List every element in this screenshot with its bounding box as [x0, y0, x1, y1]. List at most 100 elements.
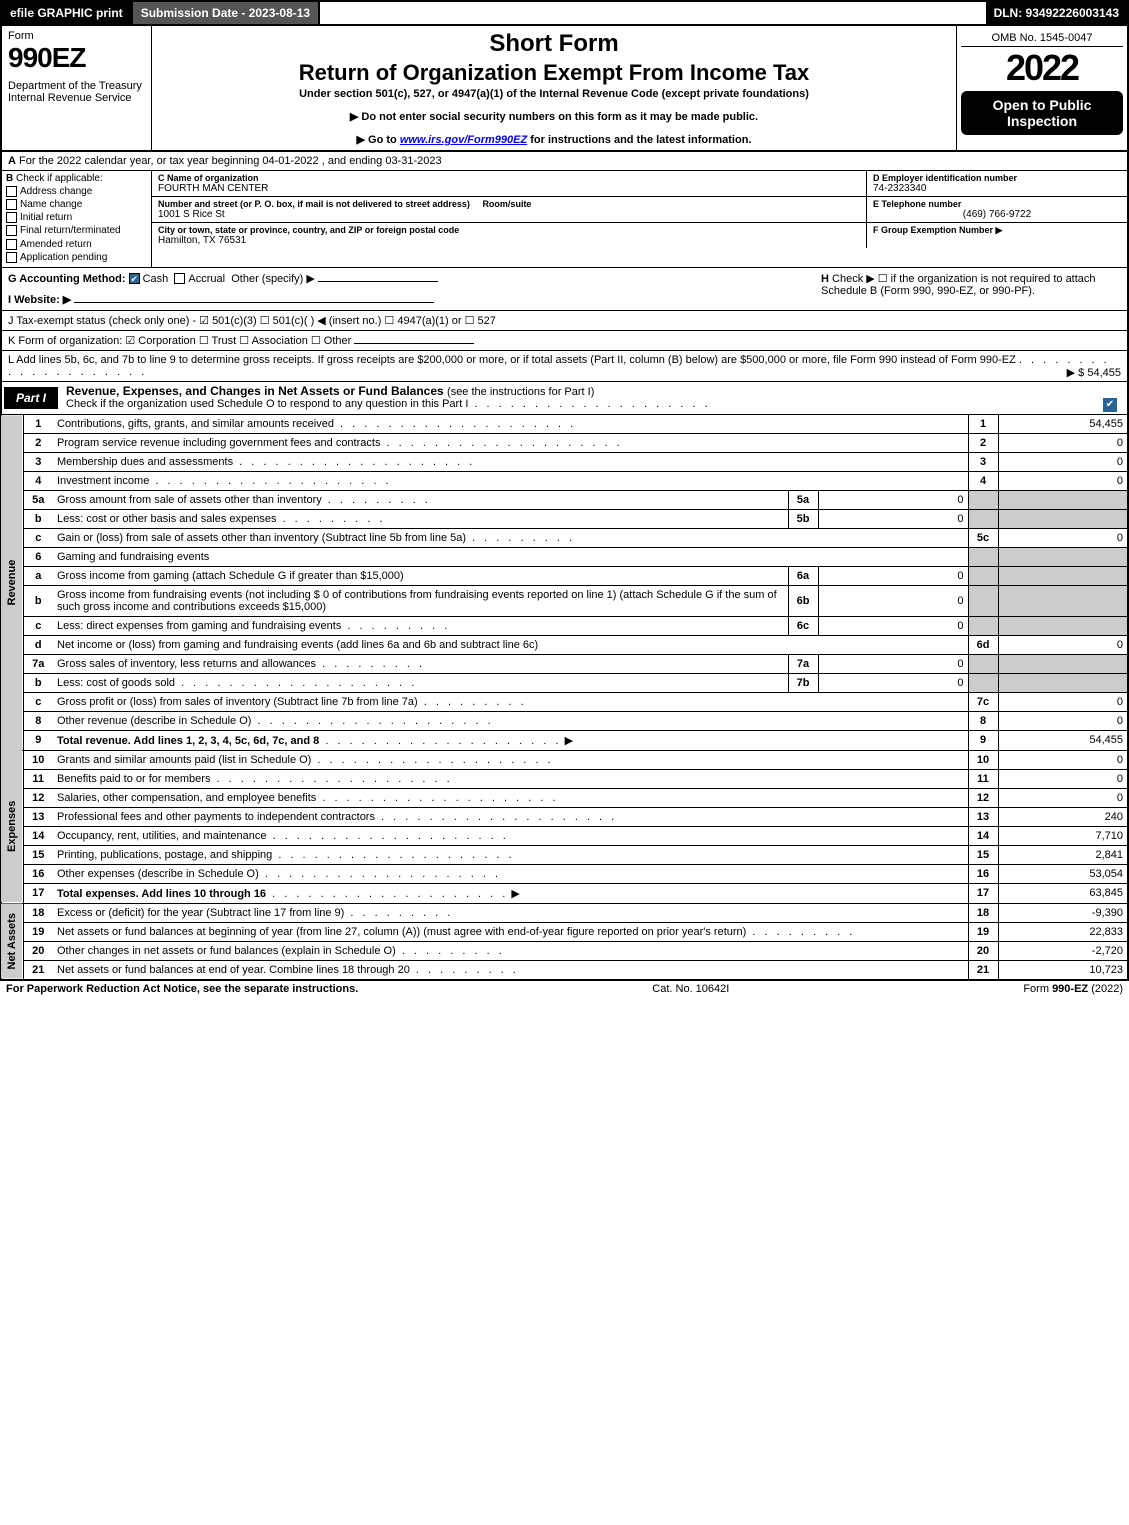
website-input[interactable] [74, 302, 434, 303]
row-5b: b Less: cost or other basis and sales ex… [1, 509, 1128, 528]
row-4: 4 Investment income 4 0 [1, 471, 1128, 490]
instructions-pre: ▶ Go to [357, 134, 400, 146]
l13-no: 13 [23, 807, 53, 826]
chk-address-change[interactable] [6, 186, 17, 197]
l21-no: 21 [23, 960, 53, 980]
l2-rno: 2 [968, 433, 998, 452]
l19-no: 19 [23, 922, 53, 941]
l16-desc: Other expenses (describe in Schedule O) [57, 868, 259, 880]
l1-val: 54,455 [998, 415, 1128, 434]
top-bar: efile GRAPHIC print Submission Date - 20… [0, 0, 1129, 26]
omb-number: OMB No. 1545-0047 [961, 30, 1123, 47]
org-city: Hamilton, TX 76531 [158, 235, 860, 246]
cell-c-name: C Name of organization FOURTH MAN CENTER [152, 171, 867, 196]
row-21: 21 Net assets or fund balances at end of… [1, 960, 1128, 980]
l17-no: 17 [23, 883, 53, 903]
tel: (469) 766-9722 [873, 209, 1121, 220]
row-14: 14 Occupancy, rent, utilities, and maint… [1, 826, 1128, 845]
k-other-input[interactable] [354, 343, 474, 344]
l6a-val [998, 566, 1128, 585]
chk-initial-return[interactable] [6, 212, 17, 223]
l9-rno: 9 [968, 730, 998, 750]
irs-link[interactable]: www.irs.gov/Form990EZ [400, 134, 527, 146]
row-12: 12 Salaries, other compensation, and emp… [1, 788, 1128, 807]
l4-rno: 4 [968, 471, 998, 490]
l3-desc: Membership dues and assessments [57, 456, 233, 468]
open-to-public: Open to Public Inspection [961, 91, 1123, 135]
chk-cash[interactable] [129, 273, 140, 284]
l10-rno: 10 [968, 750, 998, 769]
l7b-no: b [23, 673, 53, 692]
g-other-input[interactable] [318, 281, 438, 282]
l8-rno: 8 [968, 711, 998, 730]
l5c-rno: 5c [968, 528, 998, 547]
col-cdef: C Name of organization FOURTH MAN CENTER… [152, 171, 1127, 267]
l5b-val [998, 509, 1128, 528]
part-i-table: Revenue 1 Contributions, gifts, grants, … [0, 415, 1129, 981]
l9-val: 54,455 [998, 730, 1128, 750]
row-20: 20 Other changes in net assets or fund b… [1, 941, 1128, 960]
c-addr-lbl: Number and street (or P. O. box, if mail… [158, 199, 470, 209]
l15-rno: 15 [968, 845, 998, 864]
l10-no: 10 [23, 750, 53, 769]
chk-application-pending[interactable] [6, 252, 17, 263]
row-6c: c Less: direct expenses from gaming and … [1, 616, 1128, 635]
l6a-sval: 0 [818, 566, 968, 585]
i-label: I Website: ▶ [8, 294, 71, 306]
l7a-desc: Gross sales of inventory, less returns a… [57, 658, 316, 670]
l7b-rno [968, 673, 998, 692]
k-text: K Form of organization: ☑ Corporation ☐ … [8, 335, 351, 347]
row-17: 17 Total expenses. Add lines 10 through … [1, 883, 1128, 903]
l15-val: 2,841 [998, 845, 1128, 864]
form-label: Form [8, 30, 145, 42]
l17-rno: 17 [968, 883, 998, 903]
l1-rno: 1 [968, 415, 998, 434]
l9-no: 9 [23, 730, 53, 750]
efile-label[interactable]: efile GRAPHIC print [2, 2, 131, 24]
l18-no: 18 [23, 903, 53, 922]
chk-accrual[interactable] [174, 273, 185, 284]
l13-rno: 13 [968, 807, 998, 826]
part-i-tag: Part I [4, 387, 58, 409]
l18-rno: 18 [968, 903, 998, 922]
l7c-no: c [23, 692, 53, 711]
c-city-lbl: City or town, state or province, country… [158, 225, 860, 235]
l-text: L Add lines 5b, 6c, and 7b to line 9 to … [8, 354, 1016, 366]
l20-val: -2,720 [998, 941, 1128, 960]
schedule-o-check[interactable]: ✔ [1103, 398, 1117, 412]
l16-no: 16 [23, 864, 53, 883]
l12-rno: 12 [968, 788, 998, 807]
opt-address-change: Address change [20, 186, 92, 197]
l5c-no: c [23, 528, 53, 547]
g-accrual: Accrual [188, 273, 225, 285]
tax-year: 2022 [961, 47, 1123, 89]
h-text: Check ▶ ☐ if the organization is not req… [821, 273, 1096, 297]
line-l: L Add lines 5b, 6c, and 7b to line 9 to … [0, 351, 1129, 382]
chk-amended-return[interactable] [6, 239, 17, 250]
l15-desc: Printing, publications, postage, and shi… [57, 849, 272, 861]
l5c-desc: Gain or (loss) from sale of assets other… [57, 532, 466, 544]
d-ein-lbl: D Employer identification number [873, 173, 1121, 183]
l6c-sval: 0 [818, 616, 968, 635]
org-addr: 1001 S Rice St [158, 209, 860, 220]
chk-name-change[interactable] [6, 199, 17, 210]
l5a-no: 5a [23, 490, 53, 509]
row-5a: 5a Gross amount from sale of assets othe… [1, 490, 1128, 509]
row-6d: d Net income or (loss) from gaming and f… [1, 635, 1128, 654]
l5a-desc: Gross amount from sale of assets other t… [57, 494, 322, 506]
arrow-icon [511, 888, 519, 900]
row-13: 13 Professional fees and other payments … [1, 807, 1128, 826]
l1-no: 1 [23, 415, 53, 434]
row-3: 3 Membership dues and assessments 3 0 [1, 452, 1128, 471]
chk-final-return[interactable] [6, 225, 17, 236]
l6-no: 6 [23, 547, 53, 566]
footer-left: For Paperwork Reduction Act Notice, see … [6, 983, 358, 995]
footer-center: Cat. No. 10642I [358, 983, 1023, 995]
l12-no: 12 [23, 788, 53, 807]
e-tel-lbl: E Telephone number [873, 199, 1121, 209]
l6-rno [968, 547, 998, 566]
l8-no: 8 [23, 711, 53, 730]
l19-desc: Net assets or fund balances at beginning… [57, 926, 746, 938]
l5a-sval: 0 [818, 490, 968, 509]
l7c-rno: 7c [968, 692, 998, 711]
